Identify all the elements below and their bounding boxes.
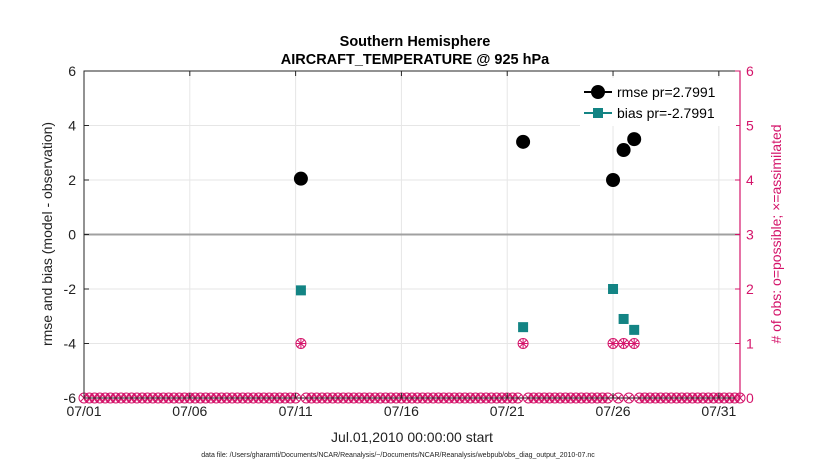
y-right-tick-label: 1 — [746, 336, 754, 352]
obs-count-marker — [295, 338, 307, 349]
legend-bias-label: bias pr=-2.7991 — [617, 105, 715, 121]
legend-rmse-marker — [591, 85, 605, 99]
x-axis-label: Jul.01,2010 00:00:00 start — [331, 429, 493, 445]
x-tick-label: 07/11 — [279, 403, 313, 419]
obs-count-marker — [618, 338, 630, 349]
y-tick-label: -2 — [64, 281, 77, 297]
y-right-tick-label: 6 — [746, 63, 754, 79]
obs-count-marker — [607, 338, 619, 349]
obs-count-marker — [517, 338, 529, 349]
rmse-point — [293, 171, 308, 186]
chart-title-line2: AIRCRAFT_TEMPERATURE @ 925 hPa — [281, 52, 550, 68]
bias-point — [618, 313, 629, 324]
x-tick-label: 07/26 — [596, 403, 631, 419]
rmse-point — [516, 134, 531, 149]
legend: rmse pr=2.7991 bias pr=-2.7991 — [580, 78, 736, 126]
legend-box — [580, 78, 736, 126]
x-tick-label: 07/06 — [172, 403, 207, 419]
bias-markers — [295, 284, 640, 335]
rmse-point — [627, 132, 642, 147]
y-tick-label: 4 — [68, 118, 76, 134]
chart-title-line1: Southern Hemisphere — [340, 34, 491, 50]
y-axis-label: rmse and bias (model - observation) — [39, 122, 55, 346]
y-right-tick-label: 5 — [746, 118, 754, 134]
bias-point — [608, 284, 619, 294]
y-tick-label: 2 — [68, 172, 76, 188]
y-right-tick-label: 3 — [746, 227, 754, 243]
y-tick-label: 0 — [68, 227, 76, 243]
y-tick-label: 6 — [68, 63, 76, 79]
bias-point — [295, 285, 306, 296]
x-tick-label: 07/01 — [66, 403, 101, 419]
axes: 07/01 07/06 07/11 07/16 07/21 07/26 07/31 -6 -4 -… — [64, 63, 754, 419]
bias-point — [629, 324, 640, 335]
legend-rmse-label: rmse pr=2.7991 — [617, 84, 716, 100]
y-right-tick-label: 4 — [746, 172, 754, 188]
bias-point — [518, 322, 529, 333]
legend-bias-marker — [593, 108, 603, 118]
y-tick-label: -6 — [64, 390, 77, 406]
y-tick-label: -4 — [64, 336, 77, 352]
rmse-point — [606, 173, 621, 187]
y-right-tick-label: 0 — [746, 390, 754, 406]
rmse-markers — [293, 132, 642, 187]
y-right-tick-label: 2 — [746, 281, 754, 297]
rmse-point — [616, 143, 631, 158]
x-tick-label: 07/16 — [384, 403, 419, 419]
x-tick-label: 07/31 — [701, 403, 736, 419]
y-axis-label-right: # of obs: o=possible; ×=assimilated — [768, 124, 784, 343]
x-tick-label: 07/21 — [490, 403, 525, 419]
obs-count-marker — [628, 338, 640, 349]
data-file-footer: data file: /Users/gharamti/Documents/NCA… — [201, 452, 595, 459]
